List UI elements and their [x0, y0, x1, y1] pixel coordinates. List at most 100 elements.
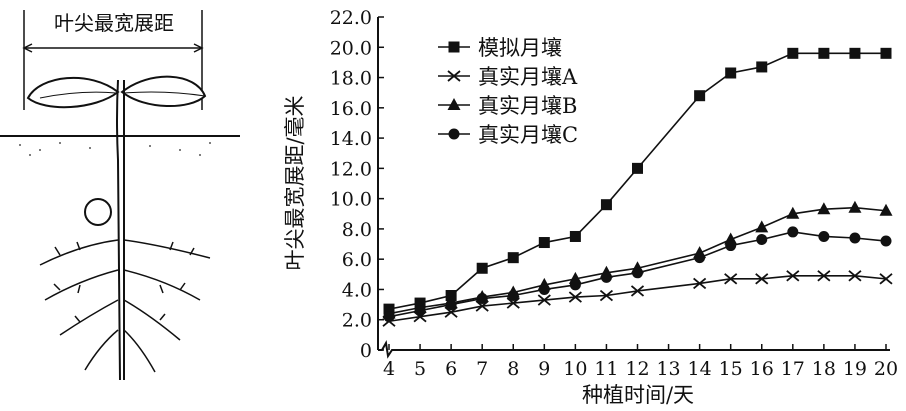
x-tick-label: 10 — [563, 358, 587, 380]
x-tick-label: 12 — [625, 358, 649, 380]
y-tick-label: 8.0 — [342, 219, 372, 241]
legend-item: 真实月壤B — [438, 94, 577, 118]
x-marker — [475, 300, 489, 312]
triangle-marker — [879, 203, 893, 216]
square-marker — [818, 47, 830, 59]
y-tick-label: 2.0 — [342, 310, 372, 332]
square-marker — [694, 90, 706, 102]
square-marker — [725, 67, 737, 79]
square-marker — [445, 290, 457, 302]
square-marker — [569, 230, 581, 242]
square-marker — [632, 162, 643, 174]
series-line — [388, 231, 887, 318]
x-marker — [724, 273, 738, 285]
x-tick-label: 13 — [656, 358, 680, 380]
x-marker — [693, 277, 707, 290]
x-marker — [630, 285, 645, 297]
y-tick-label: 14.0 — [330, 128, 372, 150]
diagram-label: 叶尖最宽展距 — [54, 11, 174, 35]
circle-marker — [725, 240, 737, 252]
circle-marker — [476, 293, 488, 305]
circle-marker — [849, 232, 861, 244]
x-axis — [378, 340, 890, 359]
x-marker — [447, 70, 461, 82]
triangle-marker — [447, 98, 461, 110]
series-circle — [383, 226, 892, 323]
x-tick-label: 5 — [414, 358, 426, 380]
x-axis-label: 种植时间/天 — [582, 383, 694, 407]
soil-dots — [19, 142, 211, 156]
series-triangle — [382, 200, 893, 319]
circle-marker — [445, 299, 457, 311]
y-tick-label: 12.0 — [330, 158, 372, 180]
circle-marker — [600, 271, 612, 283]
circle-marker — [414, 305, 426, 317]
y-tick-label: 6.0 — [342, 249, 372, 271]
triangle-marker — [848, 200, 862, 213]
square-marker — [756, 61, 768, 73]
legend-label: 真实月壤A — [478, 65, 578, 89]
square-marker — [476, 262, 488, 274]
square-marker — [600, 199, 612, 211]
triangle-marker — [817, 202, 831, 215]
seedling-diagram: 叶尖最宽展距 — [0, 10, 240, 381]
circle-marker — [787, 226, 799, 238]
x-tick-label: 8 — [507, 358, 519, 380]
x-marker — [879, 273, 893, 285]
circle-marker — [538, 283, 550, 295]
x-marker — [599, 289, 614, 302]
square-marker — [538, 237, 550, 249]
circle-marker — [880, 235, 892, 247]
stem — [116, 79, 126, 381]
square-marker — [880, 47, 892, 59]
circle-marker — [632, 267, 643, 279]
circle-marker — [383, 311, 395, 323]
square-marker — [787, 47, 799, 59]
legend-item: 真实月壤A — [438, 65, 578, 89]
seed — [84, 198, 112, 226]
x-marker — [444, 306, 458, 318]
y-tick-label: 16.0 — [330, 98, 372, 120]
y-tick-label: 18.0 — [330, 68, 372, 90]
x-tick-label: 19 — [843, 358, 867, 380]
legend-item: 模拟月壤 — [438, 36, 562, 60]
legend-label: 真实月壤C — [478, 123, 578, 147]
circle-marker — [818, 230, 830, 242]
roots — [39, 239, 211, 373]
width-bracket — [22, 10, 204, 110]
y-tick-label: 10.0 — [330, 189, 372, 211]
x-tick-label: 6 — [445, 358, 457, 380]
x-tick-label: 9 — [538, 358, 550, 380]
y-axis-label: 叶尖最宽展距/毫米 — [283, 95, 307, 270]
x-tick-label: 14 — [688, 358, 712, 380]
x-tick-label: 7 — [476, 358, 488, 380]
triangle-marker — [786, 206, 800, 219]
y-tick-label: 4.0 — [342, 279, 372, 301]
leaves — [26, 75, 207, 109]
series-line — [388, 275, 887, 323]
triangle-marker — [755, 220, 769, 233]
series-x — [382, 270, 893, 327]
x-marker — [755, 273, 769, 285]
series-line — [388, 52, 886, 310]
y-tick-label: 0 — [360, 340, 372, 362]
x-tick-label: 16 — [750, 358, 774, 380]
x-marker — [817, 270, 831, 282]
x-tick-label: 15 — [719, 358, 743, 380]
x-marker — [848, 270, 862, 282]
x-tick-label: 20 — [874, 358, 898, 380]
y-tick-label: 20.0 — [330, 37, 372, 59]
x-marker — [537, 294, 551, 306]
series-line — [388, 206, 887, 315]
x-tick-label: 4 — [383, 358, 395, 380]
circle-marker — [507, 290, 519, 302]
x-tick-label: 11 — [594, 358, 618, 380]
legend-label: 真实月壤B — [478, 94, 577, 118]
circle-marker — [756, 234, 768, 246]
y-tick-label: 22.0 — [330, 7, 372, 29]
x-tick-label: 18 — [812, 358, 836, 380]
circle-marker — [694, 252, 706, 264]
x-marker — [786, 270, 800, 282]
square-marker — [507, 252, 519, 264]
